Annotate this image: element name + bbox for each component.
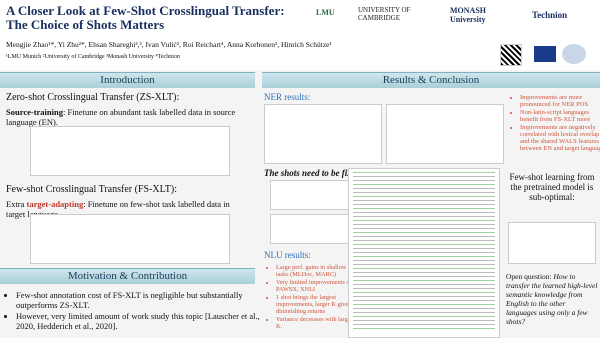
table-row [353,220,495,221]
title-line: The Choice of Shots Matters [6,17,165,32]
logo: UNIVERSITY OF CAMBRIDGE [358,6,411,22]
table-row [353,252,495,253]
zs-diagram [30,126,230,176]
table-row [353,208,495,209]
table-row [353,204,495,205]
bullet-list: Large perf. gains in shallow tasks (MLDo… [266,264,354,331]
bullet: Very limited improvements on PAWSX, XNLI [276,279,354,293]
table-row [353,264,495,265]
bullet: Variance decreases with larger K. [276,316,354,330]
table-row [353,224,495,225]
table-row [353,180,495,181]
section-heading: Results & Conclusion [262,72,600,88]
lead: Source-training [6,107,63,117]
table-row [353,320,495,321]
table-row [353,212,495,213]
bullet-list: Improvements are more pronounced for NER… [510,94,600,153]
ner-plot [386,104,504,164]
table-row [353,304,495,305]
bullet: Improvements are more pronounced for NER… [520,94,600,108]
label: NER results: [264,92,311,102]
section-heading: Motivation & Contribution [0,268,255,284]
table-row [353,316,495,317]
table-row [353,328,495,329]
bullet: Few-shot annotation cost of FS-XLT is ne… [16,290,261,310]
table-row [353,292,495,293]
label: The shots need to be fixed: [264,168,364,178]
table-row [353,184,495,185]
table-row [353,196,495,197]
small-table [508,222,596,264]
table-row [353,276,495,277]
bullet: Improvements are negatively correlated w… [520,124,600,152]
table-row [353,216,495,217]
label: NLU results: [264,250,311,260]
table-row [353,172,495,173]
eu-flag [534,46,556,62]
table-row [353,232,495,233]
table-row [353,188,495,189]
table-row [353,248,495,249]
bullet-list: Few-shot annotation cost of FS-XLT is ne… [6,290,261,332]
table-row [353,200,495,201]
title: A Closer Look at Few-Shot Crosslingual T… [6,4,285,32]
table-row [353,176,495,177]
authors: Mengjie Zhao¹*, Yi Zhu²*, Ehsan Shareghi… [6,40,332,49]
table-row [353,312,495,313]
table-row [353,240,495,241]
bullet: Non-latin-script languages benefit from … [520,109,600,123]
table-row [353,324,495,325]
table-row [353,256,495,257]
logo: MONASH University [450,6,486,24]
title-line: A Closer Look at Few-Shot Crosslingual T… [6,3,285,18]
bullet: However, very limited amount of work stu… [16,311,261,331]
table-row [353,284,495,285]
table-row [353,244,495,245]
table-row [353,192,495,193]
table-row [353,272,495,273]
header: A Closer Look at Few-Shot Crosslingual T… [0,0,600,70]
subheading: Few-shot Crosslingual Transfer (FS-XLT): [6,184,178,195]
table-row [353,280,495,281]
text: How to transfer the learned high-level s… [506,272,598,326]
logo: Technion [532,10,568,20]
fs-diagram [30,214,230,264]
table-row [353,236,495,237]
lead: Open question: [506,272,552,281]
text: Few-shot learning from the pretrained mo… [509,172,595,202]
table-row [353,228,495,229]
qr-code [500,44,522,66]
section-heading: Introduction [0,72,255,88]
subheading: Zero-shot Crosslingual Transfer (ZS-XLT)… [6,92,180,103]
logo: LMU [316,8,335,17]
table-row [353,288,495,289]
erc-logo [562,44,586,64]
table-row [353,300,495,301]
results-table [348,168,500,338]
affiliations: ¹LMU Munich ²University of Cambridge ³Mo… [6,54,180,60]
table-row [353,268,495,269]
ner-plot [264,104,382,164]
bullet: 1 shot brings the largest improvements, … [276,294,354,315]
intro-body: Zero-shot Crosslingual Transfer (ZS-XLT)… [6,92,251,127]
table-row [353,296,495,297]
text: Extra [6,199,27,209]
text: : Finetune on abundant task labelled dat… [6,107,236,127]
bullet: Large perf. gains in shallow tasks (MLDo… [276,264,354,278]
table-row [353,308,495,309]
lead: target-adapting [26,199,84,209]
table-row [353,260,495,261]
